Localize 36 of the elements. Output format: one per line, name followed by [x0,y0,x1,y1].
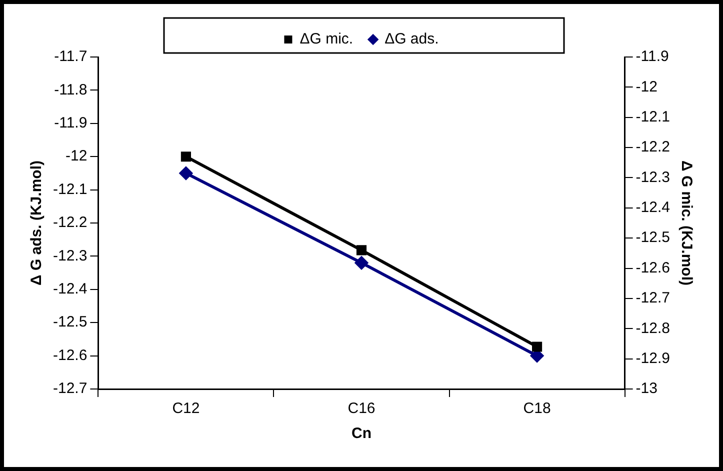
y2-tick-label: -12 [636,78,658,96]
x-tick-label: C12 [172,400,200,418]
point [179,166,192,180]
y-tick-label: -12.1 [52,180,88,198]
point [355,256,368,270]
legend-label: ΔG mic. [300,30,354,48]
y2-tick-label: -12.3 [636,168,670,186]
y-tick-label: -12 [66,148,88,165]
y2-tick-label: -11.9 [636,48,669,66]
y2-tick-label: -12.8 [636,320,670,337]
point [356,245,367,256]
point [532,342,542,352]
y-tick-label: -12.5 [52,314,88,331]
y2-tick-label: -12.2 [636,138,670,156]
x-tick-label: C16 [348,400,376,418]
y-tick-label: -12.3 [52,247,88,264]
y-axis-title: Δ G ads. (KJ.mol) [28,160,46,286]
y2-axis-title: Δ G mic. (KJ.mol) [678,160,695,286]
x-tick-label: C18 [523,400,551,418]
y-tick-label: -12.7 [52,380,88,398]
legend-label: ΔG ads. [384,30,439,48]
x-axis-title: Cn [352,425,372,442]
y-tick-label: -12.4 [52,280,88,298]
y2-tick-label: -12.1 [636,108,670,126]
y-tick-label: -11.7 [54,48,88,66]
y-tick-label: -12.2 [52,214,88,232]
y-tick-label: -12.6 [52,346,88,364]
point [180,152,191,162]
y-tick-label: -11.9 [54,114,88,132]
y2-tick-label: -12.9 [636,350,670,367]
y2-tick-label: -12.7 [636,290,670,307]
y-tick-label: -11.8 [54,81,88,98]
y2-tick-label: -13 [636,380,658,398]
y2-tick-label: -12.4 [636,199,670,216]
y2-tick-label: -12.6 [636,259,670,276]
y2-tick-label: -12.5 [636,229,670,246]
